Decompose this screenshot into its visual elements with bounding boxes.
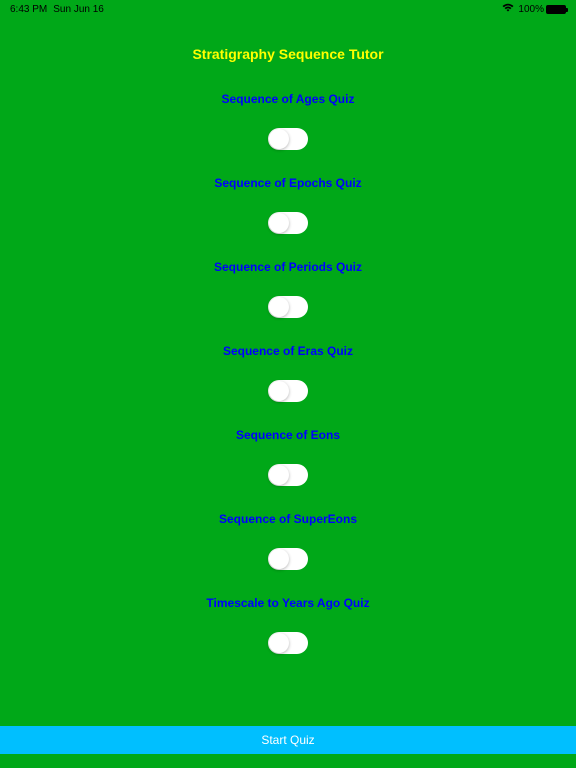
- quiz-label: Sequence of Eras Quiz: [223, 344, 353, 358]
- toggle-periods[interactable]: [268, 296, 308, 318]
- main-content: Stratigraphy Sequence Tutor Sequence of …: [0, 18, 576, 680]
- toggle-ages[interactable]: [268, 128, 308, 150]
- quiz-label: Timescale to Years Ago Quiz: [206, 596, 369, 610]
- status-bar: 6:43 PM Sun Jun 16 100%: [0, 0, 576, 18]
- battery-icon: [546, 5, 566, 14]
- quiz-item-timescale: Timescale to Years Ago Quiz: [206, 596, 369, 654]
- toggle-knob: [269, 381, 289, 401]
- toggle-eons[interactable]: [268, 464, 308, 486]
- toggle-knob: [269, 633, 289, 653]
- wifi-icon: [502, 3, 514, 15]
- quiz-item-eons: Sequence of Eons: [236, 428, 340, 486]
- quiz-label: Sequence of Ages Quiz: [222, 92, 355, 106]
- toggle-knob: [269, 465, 289, 485]
- app-title: Stratigraphy Sequence Tutor: [192, 46, 383, 62]
- quiz-item-periods: Sequence of Periods Quiz: [214, 260, 362, 318]
- toggle-knob: [269, 549, 289, 569]
- toggle-eras[interactable]: [268, 380, 308, 402]
- status-date: Sun Jun 16: [53, 4, 104, 15]
- toggle-knob: [269, 213, 289, 233]
- quiz-label: Sequence of Eons: [236, 428, 340, 442]
- quiz-item-epochs: Sequence of Epochs Quiz: [214, 176, 361, 234]
- toggle-supereons[interactable]: [268, 548, 308, 570]
- quiz-item-ages: Sequence of Ages Quiz: [222, 92, 355, 150]
- quiz-label: Sequence of SuperEons: [219, 512, 357, 526]
- battery-indicator: 100%: [518, 4, 566, 15]
- status-time: 6:43 PM: [10, 4, 47, 15]
- quiz-label: Sequence of Periods Quiz: [214, 260, 362, 274]
- status-left: 6:43 PM Sun Jun 16: [10, 4, 104, 15]
- toggle-epochs[interactable]: [268, 212, 308, 234]
- toggle-timescale[interactable]: [268, 632, 308, 654]
- battery-percent: 100%: [518, 4, 544, 15]
- start-quiz-button[interactable]: Start Quiz: [0, 726, 576, 754]
- quiz-label: Sequence of Epochs Quiz: [214, 176, 361, 190]
- toggle-knob: [269, 297, 289, 317]
- toggle-knob: [269, 129, 289, 149]
- quiz-item-eras: Sequence of Eras Quiz: [223, 344, 353, 402]
- status-right: 100%: [502, 3, 566, 15]
- quiz-item-supereons: Sequence of SuperEons: [219, 512, 357, 570]
